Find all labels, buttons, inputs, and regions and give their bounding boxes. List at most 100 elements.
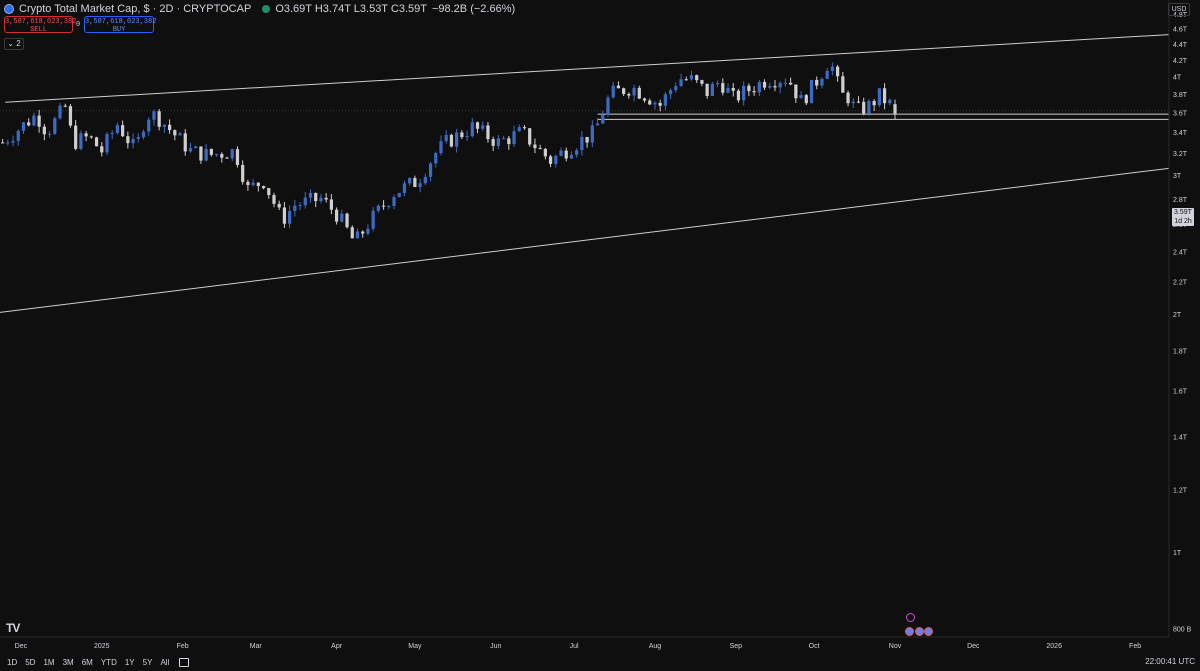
range-1d-button[interactable]: 1D xyxy=(7,657,18,667)
x-tick-label: Nov xyxy=(889,643,902,650)
candle xyxy=(371,207,375,232)
candle-body xyxy=(658,102,662,106)
range-1m-button[interactable]: 1M xyxy=(43,657,55,667)
bar-countdown: 1d 2h xyxy=(1174,218,1192,225)
range-5d-button[interactable]: 5D xyxy=(25,657,36,667)
candle-body xyxy=(632,87,636,96)
candle-body xyxy=(835,66,840,77)
candle-body xyxy=(475,122,480,129)
candle xyxy=(658,99,662,112)
candle-body xyxy=(53,118,57,134)
y-tick-label: 1.2T xyxy=(1173,487,1188,494)
candle xyxy=(731,83,735,97)
candle-body xyxy=(872,100,876,106)
candle xyxy=(622,87,626,97)
currency-selector[interactable]: USD xyxy=(1168,3,1190,16)
candle-body xyxy=(126,136,130,144)
candle xyxy=(241,160,245,185)
candle xyxy=(167,119,172,134)
candle xyxy=(434,151,438,168)
candle-body xyxy=(319,197,323,202)
candle-body xyxy=(63,105,67,107)
utc-clock[interactable]: 22:00:41 UTC xyxy=(1145,657,1195,666)
candle xyxy=(496,135,501,150)
candle xyxy=(361,230,365,238)
range-3m-button[interactable]: 3M xyxy=(62,657,74,667)
candle xyxy=(862,97,866,116)
tradingview-logo[interactable]: TV xyxy=(6,621,20,635)
candle-body xyxy=(334,209,339,222)
candle-body xyxy=(256,182,260,187)
candle xyxy=(663,92,668,111)
candle-body xyxy=(726,87,730,93)
candle-body xyxy=(131,139,135,144)
y-tick-label: 3T xyxy=(1173,173,1182,180)
candle xyxy=(679,73,683,87)
candle-body xyxy=(105,134,109,153)
candle-body xyxy=(601,114,605,124)
candle-body xyxy=(246,181,250,186)
candle-body xyxy=(595,123,600,126)
range-5y-button[interactable]: 5Y xyxy=(142,657,153,667)
candle xyxy=(68,103,73,128)
candle xyxy=(319,193,323,204)
candle xyxy=(512,125,516,147)
indicators-toggle[interactable]: ⌄ 2 xyxy=(4,38,24,50)
candle-body xyxy=(235,149,240,165)
candle xyxy=(700,79,704,87)
candle xyxy=(705,83,709,99)
candle xyxy=(345,212,349,229)
us-flag-event-icon[interactable] xyxy=(915,627,924,636)
range-all-button[interactable]: All xyxy=(160,657,170,667)
candle-body xyxy=(6,142,10,144)
candle xyxy=(84,130,88,142)
candle-body xyxy=(710,83,714,97)
range-6m-button[interactable]: 6M xyxy=(81,657,93,667)
range-ytd-button[interactable]: YTD xyxy=(100,657,117,667)
range-1y-button[interactable]: 1Y xyxy=(124,657,135,667)
candle xyxy=(444,129,448,144)
y-tick-label: 3.2T xyxy=(1173,151,1188,158)
crypto-symbol-icon xyxy=(4,4,14,14)
candle-body xyxy=(89,136,93,138)
buy-button[interactable]: 3,587,618,023,382 BUY xyxy=(84,16,156,34)
candle-body xyxy=(695,75,699,81)
calendar-icon[interactable] xyxy=(179,657,190,667)
candle-body xyxy=(444,134,448,142)
candle-body xyxy=(220,154,224,158)
candle-body xyxy=(366,228,370,234)
candle xyxy=(376,204,380,213)
candle-body xyxy=(851,101,855,104)
candle xyxy=(194,145,198,149)
candle xyxy=(147,117,151,136)
candle xyxy=(543,147,547,160)
candle-body xyxy=(543,148,547,157)
sell-button[interactable]: 3,587,618,023,382 SELL xyxy=(4,16,76,34)
candle-body xyxy=(293,205,297,212)
candle-body xyxy=(428,163,433,177)
x-tick-label: Dec xyxy=(15,643,28,650)
candle-body xyxy=(460,132,464,138)
candle-body xyxy=(846,92,850,104)
candle xyxy=(126,131,130,149)
candle xyxy=(611,81,615,99)
candle-body xyxy=(402,183,407,193)
lightning-event-icon[interactable] xyxy=(906,613,915,622)
candle-body xyxy=(689,75,694,80)
candle-body xyxy=(58,105,62,119)
candle xyxy=(710,81,714,97)
x-tick-label: Feb xyxy=(1129,643,1141,650)
candle-body xyxy=(768,86,772,88)
candle xyxy=(455,128,459,153)
candle xyxy=(251,178,255,187)
us-flag-event-icon[interactable] xyxy=(905,627,914,636)
candle xyxy=(794,84,798,103)
us-flag-event-icon[interactable] xyxy=(924,627,933,636)
candle-body xyxy=(408,178,412,184)
sell-label: SELL xyxy=(30,26,47,34)
symbol-title[interactable]: Crypto Total Market Cap, $ · 2D · CRYPTO… xyxy=(19,3,252,15)
candle-body xyxy=(554,155,558,164)
candle-body xyxy=(42,126,46,135)
bottom-toolbar: 1D 5D 1M 3M 6M YTD 1Y 5Y All 22:00:41 UT… xyxy=(0,653,1200,671)
